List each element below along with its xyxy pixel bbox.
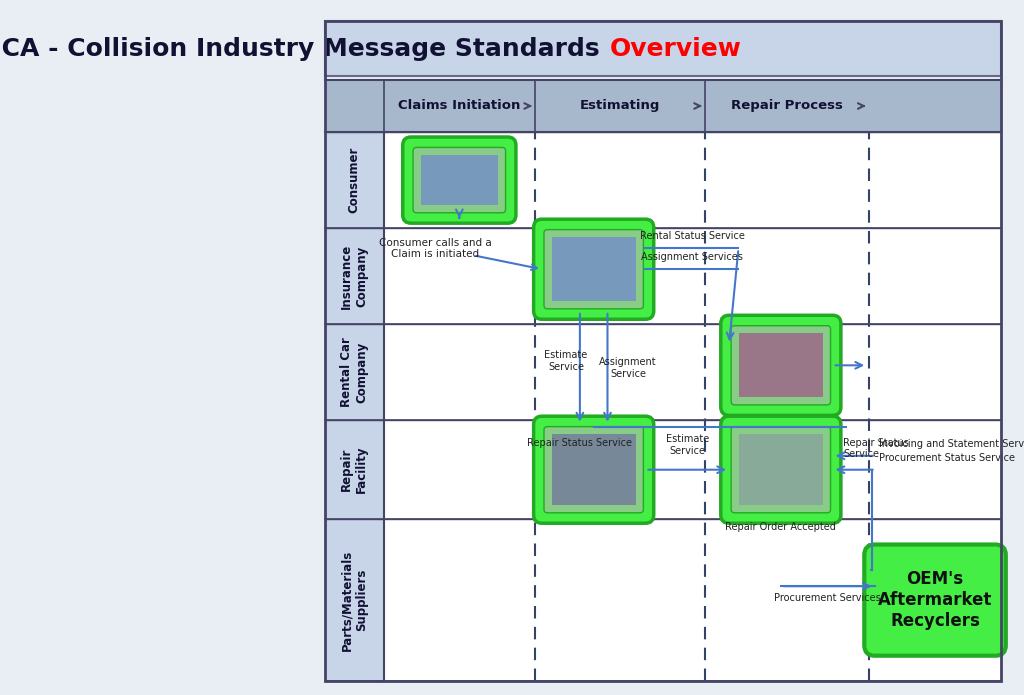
FancyBboxPatch shape: [705, 132, 868, 228]
FancyBboxPatch shape: [535, 420, 705, 519]
FancyBboxPatch shape: [868, 420, 1001, 519]
Text: Insurance
Company: Insurance Company: [340, 243, 369, 309]
FancyBboxPatch shape: [721, 416, 841, 523]
FancyBboxPatch shape: [705, 519, 868, 681]
FancyBboxPatch shape: [384, 132, 535, 228]
Text: Parts/Materials
Suppliers: Parts/Materials Suppliers: [340, 550, 369, 651]
Bar: [738, 334, 823, 398]
FancyBboxPatch shape: [325, 21, 1001, 76]
FancyBboxPatch shape: [731, 326, 830, 405]
FancyBboxPatch shape: [384, 80, 1001, 132]
Text: Assignment
Service: Assignment Service: [599, 357, 657, 379]
Text: Assignment Services: Assignment Services: [641, 252, 742, 262]
Text: Claims Initiation: Claims Initiation: [398, 99, 520, 113]
Text: Estimating: Estimating: [580, 99, 660, 113]
Text: Repair Order Accepted: Repair Order Accepted: [725, 522, 837, 532]
FancyBboxPatch shape: [325, 132, 384, 228]
FancyBboxPatch shape: [534, 416, 653, 523]
Text: Invoicing and Statement Services: Invoicing and Statement Services: [879, 439, 1024, 449]
Text: Rental Car
Company: Rental Car Company: [340, 337, 369, 407]
FancyBboxPatch shape: [384, 420, 535, 519]
FancyBboxPatch shape: [535, 228, 705, 324]
Text: OEM's
Aftermarket
Recyclers: OEM's Aftermarket Recyclers: [878, 571, 992, 630]
Bar: [552, 237, 636, 301]
Text: Consumer: Consumer: [348, 147, 360, 213]
FancyBboxPatch shape: [384, 519, 535, 681]
Text: Overview: Overview: [610, 37, 742, 60]
Text: Repair Process: Repair Process: [731, 99, 843, 113]
FancyBboxPatch shape: [535, 132, 705, 228]
Text: CIECA - Collision Industry Message Standards: CIECA - Collision Industry Message Stand…: [0, 37, 608, 60]
Text: Repair Status Service: Repair Status Service: [527, 438, 633, 448]
FancyBboxPatch shape: [325, 420, 384, 519]
Text: Estimate
Service: Estimate Service: [666, 434, 709, 456]
FancyBboxPatch shape: [534, 219, 653, 319]
Text: Procurement Status Service: Procurement Status Service: [879, 452, 1015, 463]
Text: Procurement Services: Procurement Services: [774, 593, 881, 603]
Bar: [552, 434, 636, 505]
Text: Repair Status
Service: Repair Status Service: [843, 438, 909, 459]
FancyBboxPatch shape: [384, 324, 535, 420]
FancyBboxPatch shape: [705, 228, 868, 324]
FancyBboxPatch shape: [325, 80, 384, 132]
FancyBboxPatch shape: [544, 229, 643, 309]
FancyBboxPatch shape: [402, 137, 516, 223]
FancyBboxPatch shape: [535, 324, 705, 420]
FancyBboxPatch shape: [325, 324, 384, 420]
Text: Consumer calls and a
Claim is initiated: Consumer calls and a Claim is initiated: [379, 238, 492, 259]
Bar: [421, 155, 498, 205]
FancyBboxPatch shape: [731, 427, 830, 513]
Text: Estimate
Service: Estimate Service: [545, 350, 588, 372]
Bar: [738, 434, 823, 505]
Text: Rental Status Service: Rental Status Service: [640, 231, 744, 241]
FancyBboxPatch shape: [721, 316, 841, 416]
FancyBboxPatch shape: [868, 519, 1001, 681]
FancyBboxPatch shape: [535, 519, 705, 681]
FancyBboxPatch shape: [325, 228, 384, 324]
FancyBboxPatch shape: [413, 147, 506, 213]
FancyBboxPatch shape: [868, 132, 1001, 228]
FancyBboxPatch shape: [705, 324, 868, 420]
FancyBboxPatch shape: [384, 228, 535, 324]
FancyBboxPatch shape: [868, 324, 1001, 420]
Text: Repair
Facility: Repair Facility: [340, 446, 369, 493]
FancyBboxPatch shape: [325, 519, 384, 681]
FancyBboxPatch shape: [544, 427, 643, 513]
FancyBboxPatch shape: [864, 544, 1006, 655]
FancyBboxPatch shape: [868, 228, 1001, 324]
FancyBboxPatch shape: [705, 420, 868, 519]
